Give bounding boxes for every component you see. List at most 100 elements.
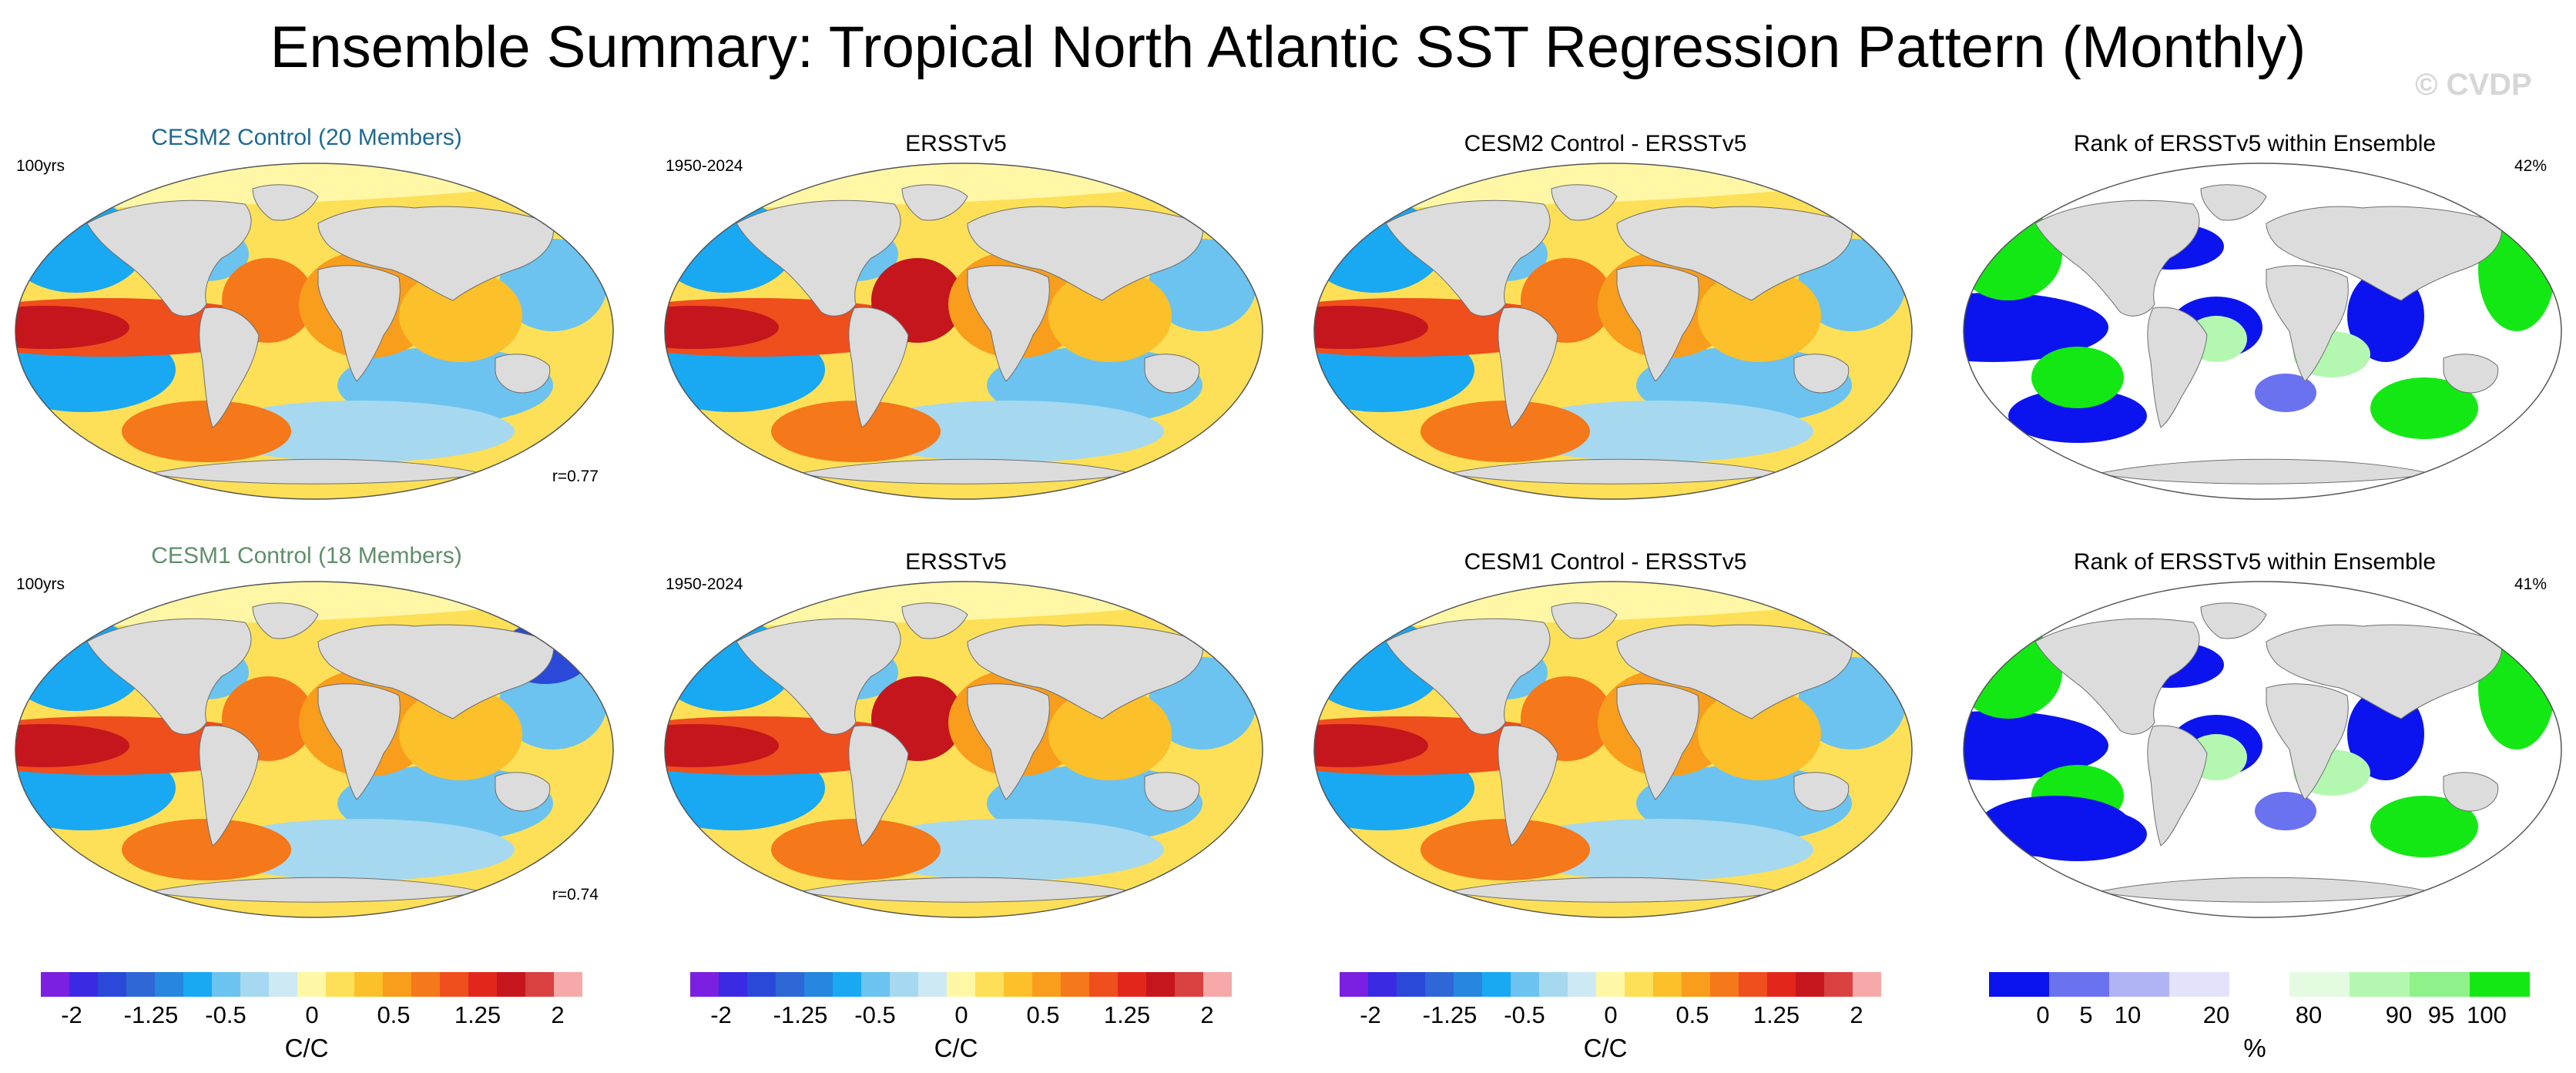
eurasia bbox=[317, 624, 555, 719]
colorbar-swatch bbox=[1368, 972, 1397, 997]
greenland bbox=[2200, 602, 2267, 639]
africa bbox=[1616, 683, 1699, 800]
sst-region bbox=[1314, 724, 1428, 767]
eurasia bbox=[967, 206, 1204, 301]
australia bbox=[2443, 354, 2499, 394]
colorbar-swatch bbox=[411, 972, 440, 997]
north-america bbox=[736, 200, 901, 317]
panel-title: ERSSTv5 bbox=[905, 549, 1007, 575]
colorbar-tick-label: 0.5 bbox=[1675, 1001, 1709, 1028]
colorbar-swatch bbox=[525, 972, 554, 997]
colorbar-tick-label: -1.25 bbox=[123, 1001, 179, 1028]
panel-rank-cesm2: Rank of ERSSTv5 within Ensemble 42% bbox=[1950, 125, 2562, 510]
colorbar-swatch bbox=[297, 972, 326, 997]
world-map bbox=[1963, 581, 2562, 918]
map-border bbox=[664, 163, 1263, 500]
ocean-field bbox=[1964, 163, 2561, 499]
north-america bbox=[736, 618, 901, 735]
colorbar-tick-label: 80 bbox=[2295, 1001, 2323, 1028]
colorbar-tick-label: -2 bbox=[61, 1001, 82, 1028]
pattern-correlation: r=0.77 bbox=[552, 468, 599, 485]
eurasia bbox=[1616, 624, 1853, 719]
colorbar-swatch bbox=[690, 972, 719, 997]
colorbar-swatch bbox=[326, 972, 354, 997]
south-america bbox=[848, 725, 909, 847]
map-border bbox=[1313, 581, 1913, 918]
sst-region bbox=[771, 819, 941, 880]
colorbar-swatch bbox=[1625, 972, 1653, 997]
colorbar-unit-label: C/C bbox=[284, 1034, 329, 1062]
map-border bbox=[15, 163, 614, 500]
colorbar-swatch bbox=[1203, 972, 1232, 997]
colorbar-swatch bbox=[383, 972, 411, 997]
world-map bbox=[664, 163, 1263, 500]
colorbar-swatch bbox=[1824, 972, 1853, 997]
colorbar-swatch bbox=[1596, 972, 1625, 997]
colorbar-swatch bbox=[41, 972, 69, 997]
colorbar-swatch bbox=[975, 972, 1004, 997]
map-border bbox=[15, 581, 614, 918]
panel-title: CESM1 Control - ERSSTv5 bbox=[1464, 549, 1747, 575]
africa bbox=[967, 683, 1050, 800]
sst-colorbar: -2 -1.25 -0.5 0 0.5 1.25 2 C/C bbox=[1301, 972, 1910, 1062]
africa bbox=[1616, 265, 1699, 382]
colorbar-swatches bbox=[1340, 972, 1881, 997]
ocean-field bbox=[665, 582, 1263, 917]
colorbar-swatch bbox=[1796, 972, 1824, 997]
greenland bbox=[901, 602, 968, 639]
colorbar-tick-label: 10 bbox=[2114, 1001, 2142, 1028]
world-map bbox=[1313, 163, 1913, 500]
colorbar-swatch bbox=[947, 972, 975, 997]
colorbar-swatch bbox=[1482, 972, 1511, 997]
colorbar-tick-label: -0.5 bbox=[205, 1001, 247, 1028]
north-america bbox=[1385, 200, 1551, 317]
colorbar-swatch bbox=[183, 972, 212, 997]
north-america bbox=[2034, 200, 2200, 317]
panel-cesm1-control: CESM1 Control (18 Members) 100yrs r=0.74 bbox=[2, 543, 614, 928]
colorbar-swatch bbox=[1653, 972, 1682, 997]
colorbar-swatch bbox=[98, 972, 126, 997]
period-label: 100yrs bbox=[16, 575, 65, 593]
north-america bbox=[86, 200, 252, 317]
colorbar-swatch bbox=[440, 972, 468, 997]
sst-region bbox=[665, 582, 1263, 626]
sst-region bbox=[206, 401, 515, 462]
panel-ersstv5: ERSSTv5 1950-2024 bbox=[652, 543, 1263, 928]
map-border bbox=[1313, 163, 1913, 500]
sst-region bbox=[206, 819, 515, 880]
sst-region bbox=[1314, 306, 1428, 349]
colorbar-swatch bbox=[1118, 972, 1146, 997]
africa bbox=[2266, 683, 2349, 800]
sst-region bbox=[665, 306, 779, 349]
colorbar-swatch bbox=[2410, 972, 2470, 997]
panel-cesm2-control: CESM2 Control (20 Members) 100yrs r=0.77 bbox=[2, 125, 614, 510]
colorbar-swatch bbox=[2470, 972, 2530, 997]
sst-region bbox=[1048, 688, 1172, 780]
colorbar-swatch bbox=[155, 972, 183, 997]
colorbar-swatch bbox=[1089, 972, 1118, 997]
colorbar-tick-label: 2 bbox=[551, 1001, 565, 1028]
colorbar-swatch bbox=[240, 972, 269, 997]
colorbar-swatch bbox=[719, 972, 747, 997]
north-america bbox=[86, 618, 252, 735]
colorbar-swatch bbox=[833, 972, 861, 997]
world-map bbox=[1313, 581, 1913, 918]
colorbar-tick-label: -1.25 bbox=[773, 1001, 828, 1028]
australia bbox=[495, 354, 551, 394]
colorbar-tick-label: 5 bbox=[2079, 1001, 2093, 1028]
colorbar-tick-label: -2 bbox=[710, 1001, 732, 1028]
rank-low-region bbox=[2008, 389, 2147, 443]
ocean-field bbox=[15, 582, 613, 917]
rank-percent: 42% bbox=[2514, 157, 2547, 175]
colorbar-swatch bbox=[1989, 972, 2049, 997]
australia bbox=[1144, 354, 1200, 394]
greenland bbox=[1551, 602, 1618, 639]
ocean-field bbox=[15, 163, 613, 499]
sst-region bbox=[1314, 582, 1912, 626]
colorbar-tick-label: 0 bbox=[1604, 1001, 1618, 1028]
period-label: 100yrs bbox=[16, 157, 65, 175]
colorbar-swatch bbox=[2169, 972, 2229, 997]
eurasia bbox=[967, 624, 1204, 719]
sst-colorbar: -2 -1.25 -0.5 0 0.5 1.25 2 C/C bbox=[2, 972, 611, 1062]
south-america bbox=[1498, 725, 1558, 847]
